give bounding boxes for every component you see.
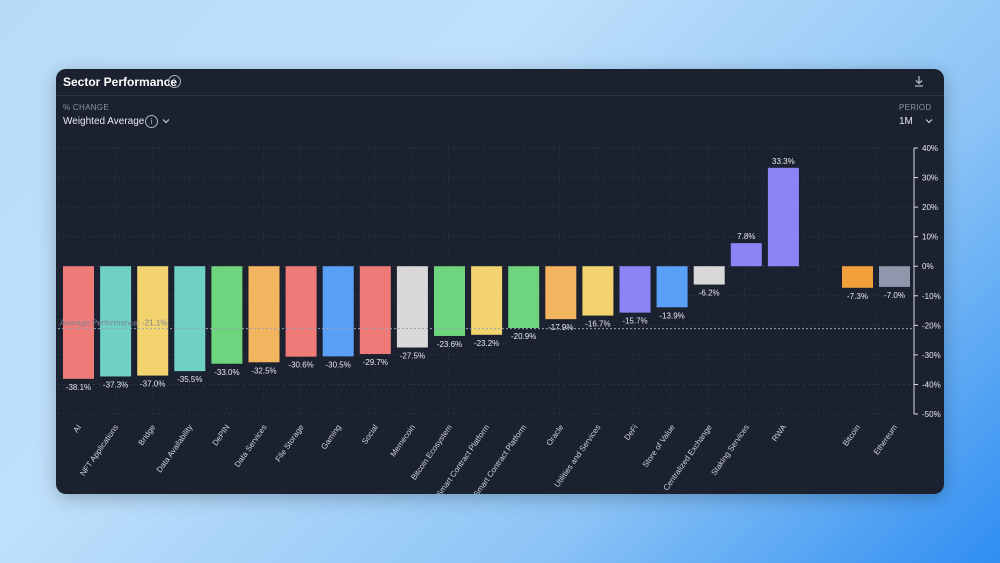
bar-11: [471, 266, 503, 335]
bar-value-label: -15.7%: [622, 317, 647, 326]
bar-value-label: -17.9%: [548, 323, 573, 332]
category-label: DeFi: [623, 423, 640, 442]
bar-value-label: -23.2%: [474, 339, 499, 348]
chevron-down-icon: [162, 119, 170, 124]
bar-value-label: 33.3%: [772, 157, 795, 166]
bar-value-label: -38.1%: [66, 383, 91, 392]
bar-4: [211, 266, 243, 364]
bar-value-label: -29.7%: [363, 358, 388, 367]
bar-3: [174, 266, 206, 372]
bar-value-label: -13.9%: [659, 311, 684, 320]
bar-value-label: -16.7%: [585, 320, 610, 329]
bar-value-label: -33.0%: [214, 368, 239, 377]
panel-header: Sector Performance i: [56, 69, 944, 96]
sector-performance-panel: Sector Performance i % CHANGE Weighted A…: [56, 69, 944, 494]
bar-value-label: -27.5%: [400, 352, 425, 361]
y-tick-label: 20%: [922, 203, 938, 212]
bar-value-label: -20.9%: [511, 332, 536, 341]
bar-16: [656, 266, 688, 308]
y-tick-label: -50%: [922, 410, 941, 419]
sector-bar-chart: -38.1% AI -37.3% NFT Applications -37.0% Brid…: [57, 143, 941, 494]
category-label: RWA: [770, 422, 788, 443]
y-tick-label: -10%: [922, 292, 941, 301]
bar-13: [545, 266, 577, 320]
average-line-label: Average Performance: -21.1%: [60, 319, 167, 328]
category-label: Gaming: [319, 423, 342, 451]
bar-7: [322, 266, 354, 357]
bar-value-label: -7.3%: [847, 292, 868, 301]
change-label: % CHANGE: [63, 103, 109, 112]
period-label: PERIOD: [899, 103, 932, 112]
category-label: Data Availability: [155, 423, 195, 474]
bar-6: [285, 266, 317, 357]
bar-21: [879, 266, 910, 287]
period-select-value: 1M: [899, 116, 913, 127]
info-icon[interactable]: i: [168, 75, 181, 88]
category-label: DePIN: [211, 423, 232, 448]
change-select-value: Weighted Average: [63, 116, 145, 127]
bar-20: [842, 266, 873, 288]
bar-value-label: -30.5%: [326, 360, 351, 369]
change-info-icon[interactable]: i: [145, 115, 158, 128]
category-label: Bitcoin Ecosystem: [409, 423, 454, 482]
bar-value-label: -7.0%: [884, 291, 905, 300]
y-tick-label: -30%: [922, 351, 941, 360]
bar-14: [582, 266, 614, 316]
bar-value-label: -37.0%: [140, 380, 165, 389]
category-label: Bridge: [137, 423, 158, 448]
bar-0: [63, 266, 94, 379]
period-chevron-down-icon: [925, 119, 933, 124]
bar-8: [359, 266, 391, 355]
bar-19: [767, 167, 799, 267]
bar-5: [248, 266, 280, 363]
panel-title: Sector Performance: [63, 75, 178, 89]
category-label: Social: [360, 423, 380, 446]
bar-18: [730, 243, 762, 267]
category-label: Store of Value: [641, 423, 677, 470]
y-tick-label: 10%: [922, 233, 938, 242]
category-label: Bitcoin: [841, 423, 862, 448]
bar-1: [100, 266, 132, 377]
category-label: Staking Services: [709, 423, 751, 477]
y-tick-label: -40%: [922, 380, 941, 389]
y-tick-label: 0%: [922, 262, 934, 271]
bar-12: [508, 266, 540, 328]
category-label: Data Services: [233, 423, 269, 469]
bar-9: [396, 266, 428, 348]
bar-value-label: -6.2%: [699, 289, 720, 298]
download-icon[interactable]: [912, 74, 926, 88]
category-label: AI: [71, 423, 83, 434]
y-tick-label: 30%: [922, 174, 938, 183]
bar-2: [137, 266, 169, 376]
y-tick-label: 40%: [922, 144, 938, 153]
y-tick-label: -20%: [922, 321, 941, 330]
bar-value-label: -35.5%: [177, 375, 202, 384]
bar-value-label: 7.8%: [737, 232, 755, 241]
category-label: Oracle: [545, 423, 566, 448]
bar-value-label: -30.6%: [288, 361, 313, 370]
bar-15: [619, 266, 651, 313]
category-label: Ethereum: [872, 423, 899, 457]
category-label: NFT Applications: [78, 423, 120, 478]
bar-value-label: -32.5%: [251, 366, 276, 375]
bar-value-label: -37.3%: [103, 380, 128, 389]
bar-17: [693, 266, 725, 285]
category-label: File Storage: [274, 423, 306, 464]
category-label: Memecoin: [388, 423, 417, 458]
bar-value-label: -23.6%: [437, 340, 462, 349]
bar-10: [434, 266, 465, 336]
